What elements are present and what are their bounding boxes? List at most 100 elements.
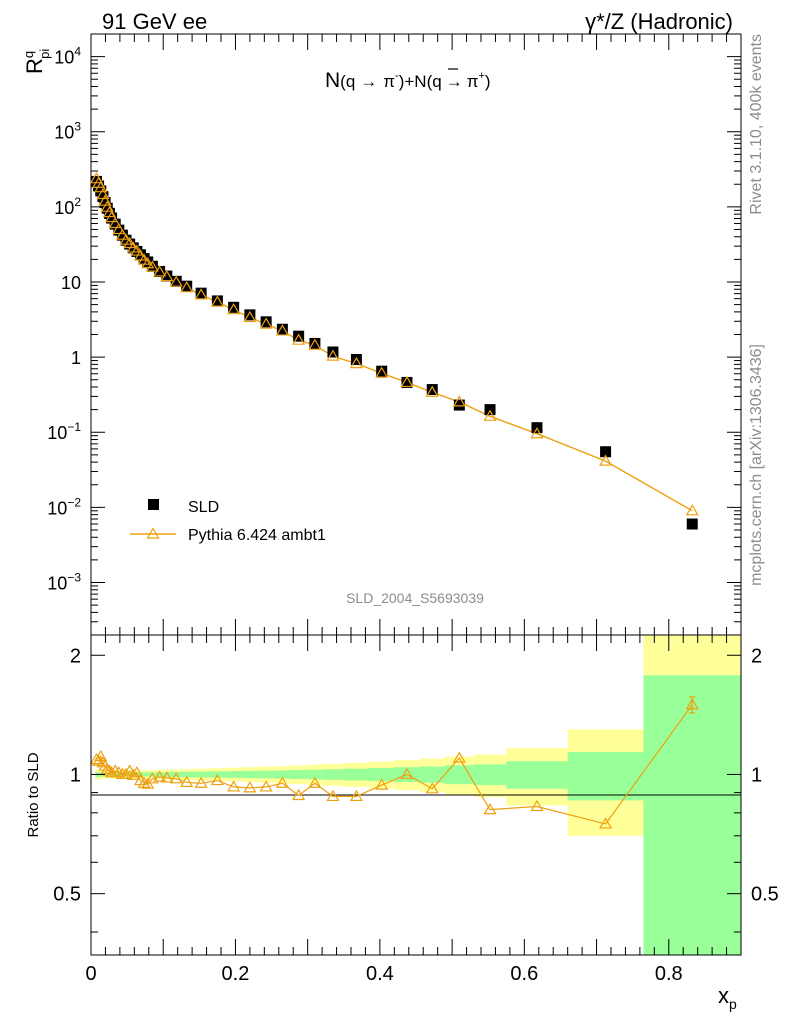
data-point-sld <box>109 218 121 230</box>
ratio-y-tick-label: 0.5 <box>53 884 81 906</box>
mcplots-info: mcplots.cern.ch [arXiv:1306.3436] <box>748 344 765 586</box>
tick-exponent: −3 <box>67 570 81 584</box>
green-band <box>473 764 507 786</box>
ratio-point <box>400 767 414 780</box>
mc-point <box>685 504 699 516</box>
ratio-point <box>210 773 224 786</box>
green-band <box>322 769 345 780</box>
ratio-data-marks <box>89 696 699 829</box>
mc-point <box>425 385 439 397</box>
green-band <box>242 770 258 779</box>
ratio-point <box>326 789 340 802</box>
main-y-tick-label: 103 <box>54 120 81 143</box>
y-label-sup: q <box>21 51 36 58</box>
ratio-tick-marks <box>90 635 742 955</box>
mc-point <box>145 260 159 272</box>
data-point-sld <box>97 191 109 203</box>
data-point-sld <box>154 265 166 277</box>
ratio-point <box>685 698 699 710</box>
y-label-R: R <box>22 58 47 74</box>
mc-point <box>308 338 322 350</box>
ratio-y-tick-label-right: 0.5 <box>751 884 779 906</box>
x-axis-label: xp <box>718 983 737 1012</box>
main-y-tick-label: 10 <box>61 273 81 293</box>
header-right-label: γ*/Z (Hadronic) <box>585 9 733 34</box>
x-tick-label: 0.4 <box>366 963 394 985</box>
tick-base: 10 <box>47 498 67 518</box>
mc-point <box>483 409 497 421</box>
ratio-point <box>259 780 273 792</box>
main-y-tick-label: 10−1 <box>47 420 81 443</box>
main-y-tick-label: 104 <box>54 45 81 68</box>
mc-point <box>108 216 122 229</box>
data-point-sld <box>211 295 223 307</box>
green-band <box>135 772 139 777</box>
x-tick-label: 0.2 <box>222 963 250 985</box>
mc-point <box>194 288 208 300</box>
ratio-point <box>160 771 174 783</box>
mc-point <box>326 349 340 361</box>
ratio-point <box>112 766 126 778</box>
ratio-point <box>227 780 241 792</box>
main-y-tick-label: 10−2 <box>47 495 81 518</box>
tick-base: 10 <box>61 273 81 293</box>
mc-point <box>105 210 119 223</box>
tick-exponent: 2 <box>74 195 81 209</box>
legend-label-sld: SLD <box>188 499 219 516</box>
data-point-sld <box>181 280 193 292</box>
main-plot-frame <box>90 33 742 636</box>
mc-point <box>115 228 129 240</box>
mc-point <box>243 310 257 323</box>
mc-point <box>130 244 144 256</box>
ratio-point <box>180 775 194 787</box>
legend-marker-sld <box>148 499 159 510</box>
ratio-point <box>100 762 114 774</box>
legend-label-mc: Pythia 6.424 ambt1 <box>188 527 326 544</box>
main-y-tick-label: 102 <box>54 195 81 218</box>
tick-base: 1 <box>71 348 81 368</box>
ratio-point <box>483 802 497 815</box>
ratio-point <box>89 752 103 765</box>
mc-point <box>169 275 183 287</box>
tick-exponent: −1 <box>67 420 81 434</box>
ratio-point <box>275 776 289 788</box>
data-point-sld <box>95 185 107 197</box>
green-band <box>506 761 568 789</box>
data-point-sld <box>260 316 272 328</box>
main-y-tick-label: 10−3 <box>47 570 81 593</box>
ratio-point <box>243 781 257 793</box>
data-point-sld <box>228 301 240 313</box>
mc-point <box>141 257 155 269</box>
x-tick-label: 0.6 <box>510 963 538 985</box>
ratio-point <box>375 778 389 790</box>
data-point-sld <box>170 275 182 287</box>
data-point-sld <box>376 365 388 377</box>
mc-point <box>275 324 289 336</box>
data-point-sld <box>244 309 256 321</box>
mc-point <box>530 427 544 439</box>
ratio-y-tick-label-right: 2 <box>751 645 762 667</box>
svg-text:Rqpi: Rqpi <box>21 49 52 74</box>
ratio-point <box>105 766 119 778</box>
tick-base: 10 <box>54 48 74 68</box>
data-point-sld <box>686 518 698 530</box>
main-y-tick-label: 1 <box>71 348 81 368</box>
data-point-sld <box>401 376 413 388</box>
green-band <box>142 772 147 777</box>
green-band <box>145 772 150 777</box>
data-point-sld <box>600 446 612 458</box>
mc-point <box>153 265 167 277</box>
main-y-axis-label: Rqpi <box>21 49 52 74</box>
data-point-sld <box>426 384 438 396</box>
main-tick-marks <box>90 33 742 636</box>
tick-base: 10 <box>54 198 74 218</box>
mc-point <box>452 395 466 407</box>
mc-point <box>400 375 414 388</box>
mc-point <box>349 356 363 369</box>
tick-exponent: −2 <box>67 495 81 509</box>
green-band <box>224 771 243 778</box>
tick-base: 10 <box>47 423 67 443</box>
mc-point <box>112 222 126 235</box>
